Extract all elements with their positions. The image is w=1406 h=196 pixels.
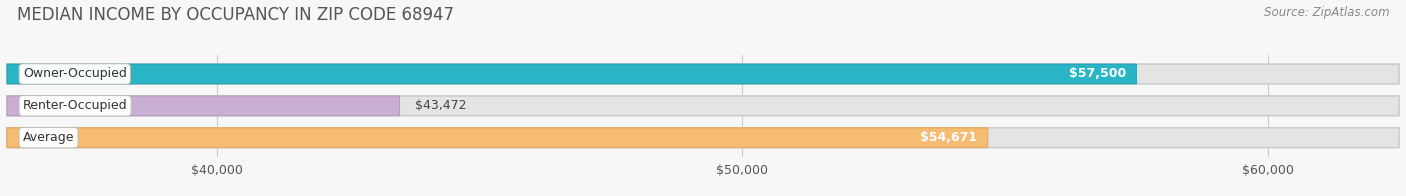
Text: Owner-Occupied: Owner-Occupied bbox=[22, 67, 127, 81]
FancyBboxPatch shape bbox=[7, 128, 1399, 148]
FancyBboxPatch shape bbox=[7, 128, 988, 148]
FancyBboxPatch shape bbox=[7, 64, 1136, 84]
Text: $57,500: $57,500 bbox=[1069, 67, 1126, 81]
Text: Source: ZipAtlas.com: Source: ZipAtlas.com bbox=[1264, 6, 1389, 19]
Text: $43,472: $43,472 bbox=[415, 99, 467, 112]
Text: MEDIAN INCOME BY OCCUPANCY IN ZIP CODE 68947: MEDIAN INCOME BY OCCUPANCY IN ZIP CODE 6… bbox=[17, 6, 454, 24]
FancyBboxPatch shape bbox=[7, 96, 1399, 116]
FancyBboxPatch shape bbox=[7, 64, 1399, 84]
Text: Renter-Occupied: Renter-Occupied bbox=[22, 99, 128, 112]
Text: Average: Average bbox=[22, 131, 75, 144]
FancyBboxPatch shape bbox=[7, 96, 399, 116]
Text: $54,671: $54,671 bbox=[920, 131, 977, 144]
